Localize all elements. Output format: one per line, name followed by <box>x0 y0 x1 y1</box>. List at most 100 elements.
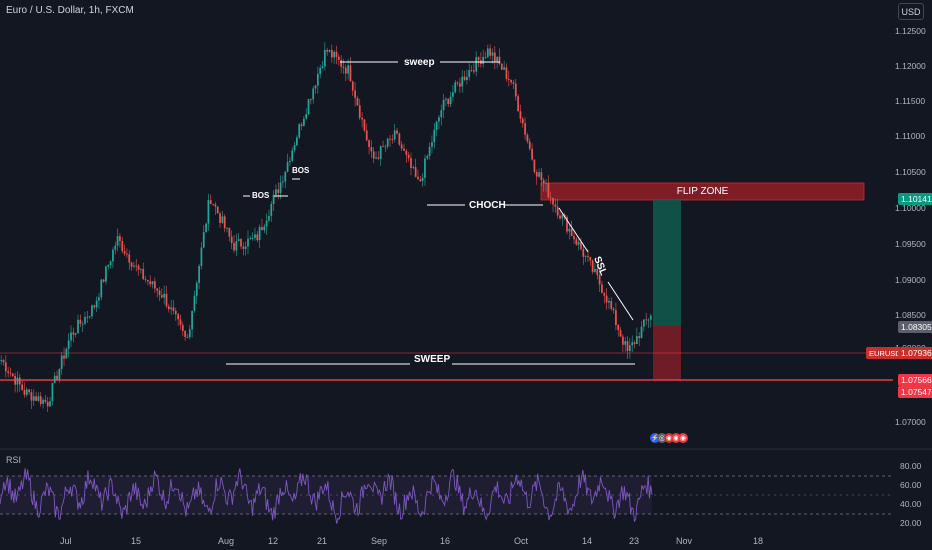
candle-body <box>142 269 145 280</box>
candle-body <box>619 330 622 337</box>
candle-body <box>470 70 473 71</box>
candle-body <box>561 214 564 219</box>
candle-body <box>403 148 405 151</box>
candle-body <box>314 85 317 89</box>
candle-body <box>230 236 233 244</box>
candle-body <box>428 146 431 156</box>
candle-body <box>414 167 417 177</box>
candle-body <box>65 348 68 359</box>
candle-body <box>342 66 345 68</box>
candle-body <box>165 293 168 307</box>
candle-body <box>626 341 629 352</box>
candle-body <box>100 279 103 298</box>
symbol-title[interactable]: Euro / U.S. Dollar, 1h, FXCM <box>6 5 134 16</box>
candle-body <box>396 130 398 134</box>
candle-body <box>449 96 452 105</box>
candle-body <box>44 399 47 402</box>
candle-body <box>382 146 384 148</box>
candle-body <box>393 130 396 140</box>
ssl-label: SSL <box>591 255 608 277</box>
candle-body <box>417 176 419 180</box>
candle-body <box>51 382 54 402</box>
candle-body <box>526 134 529 142</box>
economic-events[interactable]: ⚡ ◎ ◉ ◉ ◉ <box>650 433 688 443</box>
long-position-target[interactable] <box>653 200 681 326</box>
symbol-price-tag: EURUSD <box>866 347 904 359</box>
candle-body <box>81 323 84 325</box>
event-icon[interactable]: ◉ <box>678 433 688 443</box>
rsi-level: 60.00 <box>900 480 922 490</box>
candle-body <box>452 92 454 97</box>
date-tick: 23 <box>629 536 640 546</box>
candle-body <box>200 247 203 266</box>
candle-body <box>86 316 89 318</box>
ssl-trendline-bottom[interactable] <box>607 281 634 321</box>
candle-body <box>647 319 650 321</box>
lightning-icon[interactable]: ⚡ <box>650 433 660 443</box>
candle-body <box>321 66 324 68</box>
candle-body <box>605 295 608 303</box>
candle-body <box>421 177 424 182</box>
candle-body <box>361 117 363 120</box>
candle-body <box>438 117 440 122</box>
candle-body <box>594 269 596 272</box>
candle-body <box>535 172 538 177</box>
candle-body <box>486 48 489 58</box>
event-icon[interactable]: ◉ <box>664 433 674 443</box>
candle-body <box>440 110 443 118</box>
candle-body <box>531 148 533 160</box>
candle-body <box>247 238 249 247</box>
candle-body <box>88 316 91 318</box>
candle-body <box>598 275 601 285</box>
candle-body <box>23 390 26 395</box>
candle-body <box>275 189 277 195</box>
choch-label: CHOCH <box>469 200 506 211</box>
candle-body <box>424 158 426 178</box>
date-tick: 15 <box>131 536 142 546</box>
candle-body <box>368 140 370 148</box>
candle-body <box>77 319 79 334</box>
candle-body <box>377 157 380 159</box>
candle-body <box>496 56 499 62</box>
candle-body <box>510 80 512 83</box>
flip-zone-box[interactable] <box>540 182 865 201</box>
candle-body <box>193 295 196 311</box>
ssl-trendline-top[interactable] <box>558 207 589 253</box>
candle-body <box>119 236 121 242</box>
candle-body <box>584 255 587 257</box>
price-tick: 1.08500 <box>895 310 926 320</box>
candle-body <box>372 151 375 159</box>
candle-body <box>121 241 124 252</box>
event-icon[interactable]: ◉ <box>671 433 681 443</box>
candle-body <box>286 162 289 172</box>
candle-body <box>163 293 166 298</box>
candle-body <box>391 139 394 140</box>
candle-body <box>177 314 179 320</box>
candle-body <box>491 52 494 56</box>
candle-body <box>18 377 21 385</box>
rsi-title[interactable]: RSI <box>6 455 22 465</box>
candle-body <box>305 114 308 119</box>
candle-body <box>184 330 186 337</box>
candle-body <box>335 51 338 57</box>
candle-body <box>233 243 235 251</box>
candle-body <box>542 180 545 184</box>
candle-body <box>60 355 63 369</box>
sweep-bottom-label: SWEEP <box>414 354 451 365</box>
candle-body <box>58 368 61 380</box>
candle-body <box>475 57 478 72</box>
candle-body <box>249 238 252 239</box>
candle-body <box>596 269 599 276</box>
candle-body <box>289 160 291 163</box>
candle-body <box>144 279 147 281</box>
flag-icon[interactable]: ◎ <box>657 433 667 443</box>
candle-body <box>207 200 210 224</box>
support-price-tag-a: 1.07566 <box>898 374 932 386</box>
candle-body <box>514 83 517 97</box>
candle-body <box>645 319 648 321</box>
candle-body <box>156 288 159 291</box>
currency-button[interactable]: USD <box>898 3 924 20</box>
candle-body <box>507 78 510 81</box>
